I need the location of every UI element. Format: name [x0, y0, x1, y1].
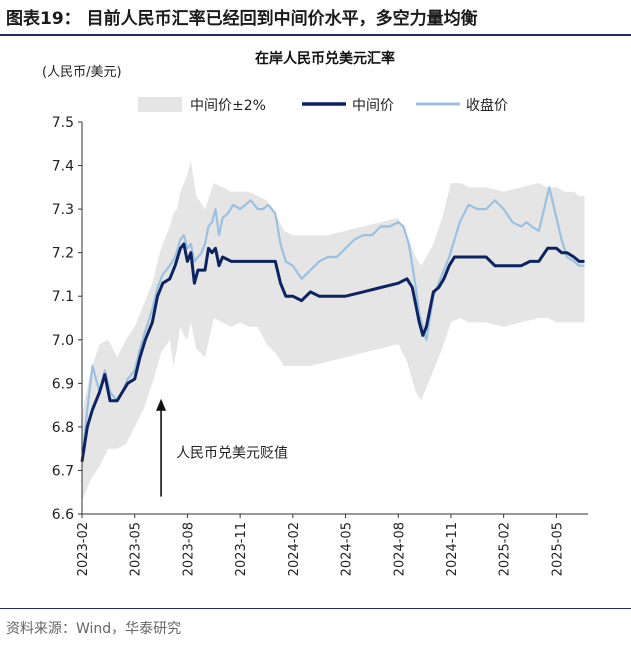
annotation-arrowhead — [156, 398, 167, 411]
figure-title: 图表19： 目前人民币汇率已经回到中间价水平，多空力量均衡 — [6, 9, 478, 29]
y-tick-label: 6.7 — [52, 463, 74, 479]
y-tick-label: 7.5 — [52, 115, 74, 131]
legend-band-label: 中间价±2% — [190, 98, 266, 114]
source-note: 资料来源：Wind，华泰研究 — [6, 621, 182, 637]
bottom-rule — [0, 608, 631, 609]
chart-title: 在岸人民币兑美元汇率 — [255, 50, 395, 67]
y-tick-label: 7.2 — [52, 246, 74, 262]
x-tick-label: 2024-08 — [392, 522, 407, 576]
exchange-rate-chart: 在岸人民币兑美元汇率 (人民币/美元) 中间价±2% 中间价 收盘价 6.66.… — [42, 50, 588, 576]
y-tick-label: 6.9 — [52, 376, 74, 392]
legend-midpoint-label: 中间价 — [352, 98, 394, 114]
x-tick-label: 2025-05 — [550, 522, 565, 576]
x-tick-label: 2024-11 — [445, 522, 460, 576]
y-axis-unit-label: (人民币/美元) — [42, 65, 122, 80]
band-range-area — [82, 161, 585, 501]
x-tick-label: 2023-08 — [181, 522, 196, 576]
legend-close-label: 收盘价 — [466, 97, 508, 114]
x-tick-label: 2023-05 — [129, 522, 144, 576]
band-layer — [82, 161, 585, 501]
y-tick-label: 6.6 — [52, 507, 74, 523]
series-line-midpoint — [80, 242, 585, 462]
y-tick-label: 7.0 — [52, 333, 74, 349]
x-tick-label: 2025-02 — [498, 522, 513, 576]
y-tick-label: 7.4 — [52, 159, 74, 175]
x-tick-label: 2023-11 — [234, 522, 249, 576]
x-tick-label: 2023-02 — [76, 522, 91, 576]
x-tick-label: 2024-02 — [287, 522, 302, 576]
annotation: 人民币兑美元贬值 — [156, 398, 288, 497]
y-tick-label: 7.1 — [52, 289, 74, 305]
x-tick-label: 2024-05 — [340, 522, 355, 576]
y-tick-label: 6.8 — [52, 420, 74, 436]
legend-band-swatch — [138, 97, 182, 112]
annotation-label: 人民币兑美元贬值 — [176, 445, 288, 461]
y-tick-label: 7.3 — [52, 202, 74, 218]
series-layer — [80, 186, 585, 462]
top-rule — [0, 34, 631, 36]
y-tick-labels: 6.6 6.7 6.8 6.9 7.0 7.1 7.2 7.3 7.4 7.5 — [52, 115, 74, 523]
series-line-close — [80, 186, 585, 462]
chart-legend: 中间价±2% 中间价 收盘价 — [138, 97, 508, 114]
x-tick-labels: 2023-02 2023-05 2023-08 2023-11 2024-02 2024-… — [76, 522, 565, 576]
axis-layer — [78, 121, 588, 518]
